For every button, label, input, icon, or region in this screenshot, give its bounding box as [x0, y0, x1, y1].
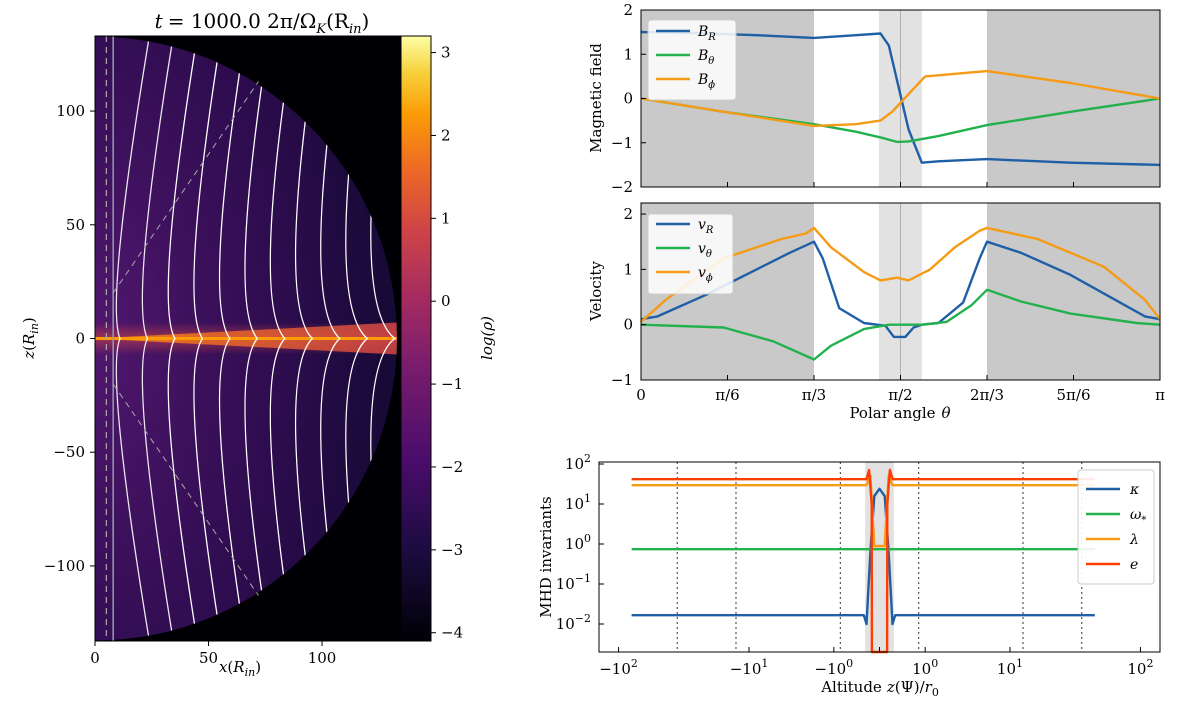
- field-line: [115, 36, 150, 641]
- mhd-ytick-label: 10−2: [556, 612, 591, 633]
- density-ytick-label: 100: [56, 102, 85, 120]
- mhd-series-orange: [631, 474, 1095, 548]
- p3-xtick-label: π/3: [802, 386, 826, 404]
- p3-legend-label: vθ: [698, 241, 712, 260]
- p2-ytick-label: 0: [623, 90, 633, 108]
- colorbar-tick-label: 1: [441, 209, 451, 227]
- p3-xtick-label: π/2: [888, 386, 912, 404]
- lower-dashed-separatrix: [112, 383, 259, 596]
- colorbar-tick-label: −1: [441, 375, 463, 393]
- velocity-panel: 210−10 π/6 π/3 π/2 2π/3 5π/6 π Velocity Polar …: [587, 202, 1165, 422]
- mhd-xtick-label: 101: [997, 657, 1023, 678]
- mhd-legend-label: ω*: [1130, 507, 1146, 526]
- colorbar-axis: 3 2 1 0 −1 −2 −3 −4: [431, 44, 463, 642]
- magnetic-field-ylabel: Magnetic field: [587, 43, 605, 153]
- field-line: [218, 36, 246, 641]
- field-line: [294, 36, 318, 641]
- mhd-ytick-label: 101: [565, 492, 591, 513]
- p3-ytick-label: 0: [623, 316, 633, 334]
- p3-legend-label: vϕ: [698, 265, 713, 284]
- p2-shaded-region: [987, 10, 1160, 187]
- p3-series-green: [640, 288, 1161, 361]
- field-line: [345, 36, 369, 641]
- mhd-invariants-panel: 102 101 100 10−1 10−2 −102 −101 −100 100 101 102 M…: [537, 452, 1161, 699]
- magnetic-field-legend: BR Bθ Bϕ: [647, 19, 737, 101]
- mhd-xtick-label: 100: [912, 657, 938, 678]
- p2-ytick-label: −2: [611, 178, 633, 196]
- colorbar-tick-label: −4: [441, 624, 463, 642]
- velocity-ylabel: Velocity: [587, 261, 605, 322]
- mhd-ytick-label: 100: [565, 532, 591, 553]
- colorbar-tick-label: −2: [441, 458, 463, 476]
- p2-ytick-label: 2: [623, 1, 633, 19]
- mhd-legend-label: e: [1130, 557, 1138, 573]
- mhd-series-blue: [631, 487, 1095, 626]
- density-ytick-label: 50: [66, 216, 85, 234]
- p3-xtick-label: 2π/3: [970, 386, 1004, 404]
- p3-xtick-label: π/6: [715, 386, 739, 404]
- p3-ytick-label: 2: [623, 205, 633, 223]
- density-xtick-label: 50: [199, 649, 218, 667]
- colorbar: [400, 35, 432, 642]
- mhd-series-red: [631, 468, 1095, 654]
- field-line: [320, 36, 342, 641]
- p3-ytick-label: 1: [623, 260, 633, 278]
- mhd-invariants-xlabel: Altitude z(Ψ)/r0: [820, 678, 939, 699]
- p3-ytick-label: −1: [611, 371, 633, 389]
- mhd-invariants-ylabel: MHD invariants: [537, 496, 555, 617]
- p3-xtick-label: 0: [636, 386, 646, 404]
- mhd-xtick-label: −102: [599, 657, 638, 678]
- mhd-ytick-label: 10−1: [556, 572, 591, 593]
- colorbar-tick-label: −3: [441, 541, 463, 559]
- upper-dashed-separatrix: [112, 81, 259, 294]
- p2-legend-label: BR: [697, 24, 716, 43]
- density-map-xlabel: x(Rin): [219, 658, 261, 679]
- p2-series-orange: [640, 69, 1161, 128]
- colorbar-tick-label: 3: [441, 44, 451, 62]
- p3-shaded-region: [987, 203, 1160, 380]
- p2-ytick-label: −1: [611, 134, 633, 152]
- field-line: [269, 36, 294, 641]
- density-ytick-label: 0: [75, 330, 85, 348]
- mhd-xtick-label: −100: [815, 657, 854, 678]
- density-ytick-label: −50: [53, 443, 85, 461]
- field-line: [193, 36, 222, 641]
- density-map-axes: 0 50 100 100 50 0 −50 −100: [44, 102, 337, 667]
- velocity-xlabel: Polar angle θ: [849, 404, 950, 422]
- p2-legend-label: Bϕ: [697, 72, 715, 91]
- mhd-legend-label: λ: [1129, 532, 1139, 548]
- mhd-invariants-legend: κ ω* λe: [1077, 469, 1155, 585]
- colorbar-tick-label: 0: [441, 292, 451, 310]
- p2-legend-label: Bθ: [697, 48, 714, 67]
- p3-legend-label: vR: [698, 217, 714, 236]
- velocity-legend: vR vθ vϕ: [647, 213, 734, 295]
- p2-series-blue: [640, 30, 1161, 167]
- p3-series-blue: [640, 240, 1161, 339]
- mhd-xtick-label: 102: [1127, 657, 1153, 678]
- colorbar-label: log(ρ): [478, 316, 496, 360]
- mhd-ytick-label: 102: [565, 452, 591, 473]
- field-line: [244, 36, 270, 641]
- magnetic-field-panel: 2 1 0 −1 −2 Magnetic field BR Bθ Bϕ: [587, 1, 1161, 196]
- density-ytick-label: −100: [44, 557, 85, 575]
- density-map-title: t = 1000.0 2π/ΩK(Rin): [155, 9, 370, 37]
- p2-ytick-label: 1: [623, 45, 633, 63]
- field-line: [167, 36, 198, 641]
- mhd-legend-label: κ: [1129, 482, 1139, 498]
- mhd-xtick-label: −101: [730, 657, 769, 678]
- density-map-panel: t = 1000.0 2π/ΩK(Rin) 0 50 100100500−50−100…: [20, 9, 496, 679]
- density-xtick-label: 0: [90, 649, 100, 667]
- density-xtick-label: 100: [308, 649, 337, 667]
- p3-xtick-label: π: [1155, 386, 1165, 404]
- density-map-ylabel: z(Rin): [20, 317, 41, 360]
- colorbar-tick-label: 2: [441, 126, 451, 144]
- p3-series-orange: [640, 226, 1161, 323]
- field-line: [141, 36, 174, 641]
- p3-xtick-label: 5π/6: [1057, 386, 1091, 404]
